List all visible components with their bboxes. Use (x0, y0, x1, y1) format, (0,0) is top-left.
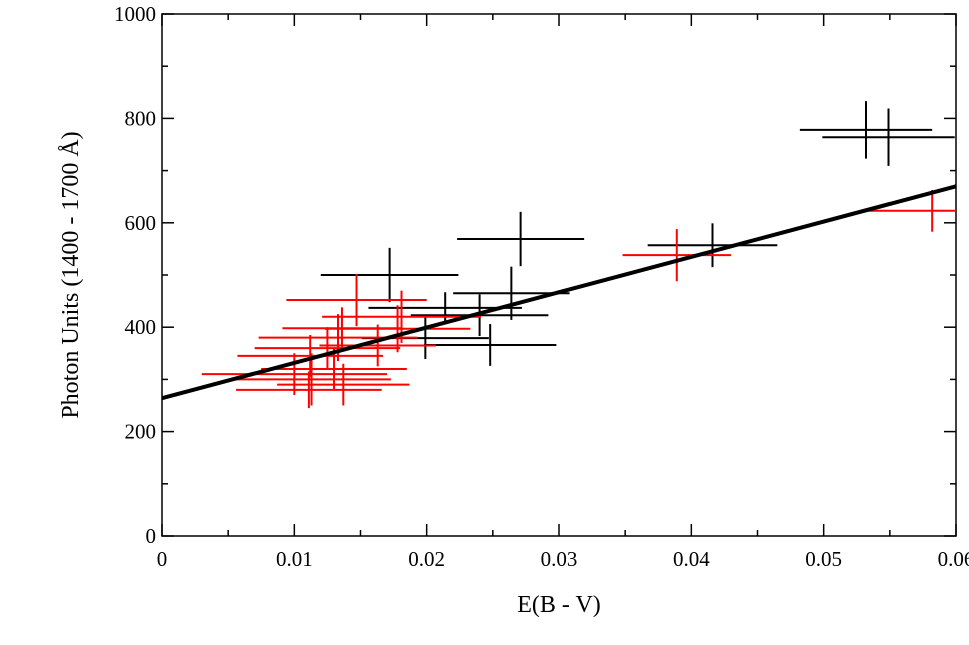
x-tick-label: 0.05 (805, 547, 842, 571)
x-tick-label: 0.03 (541, 547, 578, 571)
y-tick-label: 400 (125, 315, 157, 339)
x-axis-label: E(B - V) (517, 592, 601, 618)
y-tick-label: 200 (125, 420, 157, 444)
x-tick-label: 0 (157, 547, 168, 571)
y-tick-label: 1000 (114, 2, 156, 26)
y-axis-label: Photon Units (1400 - 1700 Å) (58, 131, 84, 418)
y-tick-label: 800 (125, 106, 157, 130)
y-tick-label: 600 (125, 211, 157, 235)
x-tick-label: 0.01 (276, 547, 313, 571)
x-tick-label: 0.06 (938, 547, 969, 571)
x-tick-label: 0.02 (408, 547, 445, 571)
y-tick-label: 0 (146, 524, 157, 548)
fit-line (161, 184, 957, 401)
x-tick-label: 0.04 (673, 547, 710, 571)
plot-frame (161, 13, 957, 537)
